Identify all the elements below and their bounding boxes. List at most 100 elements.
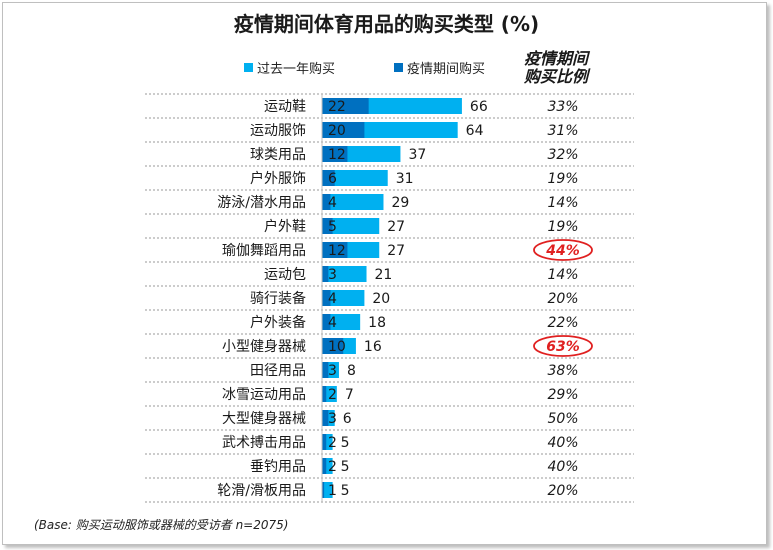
footnote: (Base: 购买运动服饰或器械的受访者 n=2075) — [34, 518, 289, 532]
value-label-pandemic: 4 — [328, 195, 337, 211]
bar-past-year — [322, 170, 388, 186]
value-label-pandemic: 10 — [328, 339, 346, 355]
bar-past-year — [322, 434, 333, 450]
legend-swatch-pandemic — [394, 63, 403, 72]
ratio-value: 22% — [547, 315, 578, 331]
value-label-past-year: 21 — [375, 267, 393, 283]
highlight-ellipse — [533, 239, 593, 261]
value-label-pandemic: 2 — [328, 387, 337, 403]
value-label-past-year: 20 — [372, 291, 390, 307]
chart-title: 疫情期间体育用品的购买类型 (%) — [233, 12, 540, 36]
ratio-value: 31% — [547, 123, 578, 139]
legend-label-pandemic: 疫情期间购买 — [407, 62, 486, 77]
category-label: 大型健身器械 — [222, 411, 306, 427]
highlight-ellipse — [533, 335, 593, 357]
value-label-pandemic: 1 — [328, 483, 337, 499]
bar-pandemic — [322, 338, 344, 354]
ratio-header-line1: 疫情期间 — [523, 49, 588, 68]
bar-past-year — [322, 290, 365, 306]
bar-pandemic — [322, 218, 333, 234]
bar-pandemic — [322, 266, 329, 282]
bar-pandemic — [322, 122, 365, 138]
ratio-header-line2: 购买比例 — [523, 67, 588, 86]
value-label-pandemic: 6 — [328, 171, 337, 187]
value-label-pandemic: 2 — [328, 459, 337, 475]
value-label-pandemic: 4 — [328, 291, 337, 307]
value-label-pandemic: 3 — [328, 363, 337, 379]
bar-pandemic — [322, 482, 325, 498]
value-label-pandemic: 22 — [328, 99, 346, 115]
legend-swatch-past-year — [244, 63, 253, 72]
bar-past-year — [322, 482, 333, 498]
bar-pandemic — [322, 314, 331, 330]
ratio-value: 19% — [547, 171, 578, 187]
ratio-value: 50% — [547, 411, 578, 427]
ratio-value: 40% — [547, 435, 578, 451]
category-label: 球类用品 — [250, 147, 306, 163]
value-label-pandemic: 3 — [328, 267, 337, 283]
bar-pandemic — [322, 98, 369, 114]
value-label-pandemic: 3 — [328, 411, 337, 427]
bar-pandemic — [322, 242, 348, 258]
bar-pandemic — [322, 410, 329, 426]
bar-pandemic — [322, 386, 327, 402]
category-label: 垂钓用品 — [250, 459, 306, 475]
ratio-value: 40% — [547, 459, 578, 475]
ratio-value: 32% — [547, 147, 578, 163]
ratio-value: 14% — [547, 195, 578, 211]
bar-pandemic — [322, 194, 331, 210]
bar-past-year — [322, 314, 361, 330]
category-label: 运动包 — [264, 267, 306, 283]
value-label-past-year: 27 — [387, 243, 405, 259]
value-label-past-year: 5 — [341, 435, 350, 451]
category-label: 运动鞋 — [264, 99, 306, 115]
category-label: 户外装备 — [250, 314, 306, 331]
bar-past-year — [322, 458, 333, 474]
value-label-past-year: 66 — [470, 99, 488, 115]
value-label-past-year: 37 — [408, 147, 426, 163]
bar-past-year — [322, 218, 380, 234]
legend-past-year: 过去一年购买 — [244, 58, 335, 77]
ratio-value: 38% — [547, 363, 578, 379]
ratio-value: 14% — [547, 267, 578, 283]
category-label: 骑行装备 — [250, 290, 306, 307]
ratio-value: 20% — [547, 483, 578, 499]
chart-frame — [2, 2, 767, 545]
value-label-past-year: 31 — [396, 171, 414, 187]
value-label-past-year: 18 — [368, 315, 386, 331]
value-label-pandemic: 2 — [328, 435, 337, 451]
category-label: 游泳/潜水用品 — [217, 195, 306, 211]
bar-past-year — [322, 194, 384, 210]
ratio-value: 33% — [547, 99, 578, 115]
value-label-pandemic: 4 — [328, 315, 337, 331]
value-label-past-year: 64 — [466, 123, 484, 139]
category-label: 武术搏击用品 — [222, 434, 306, 451]
value-label-past-year: 5 — [341, 483, 350, 499]
category-label: 田径用品 — [250, 363, 306, 379]
value-label-past-year: 7 — [345, 387, 354, 403]
ratio-header: 疫情期间 购买比例 — [510, 50, 602, 86]
category-label: 瑜伽舞蹈用品 — [222, 243, 306, 259]
value-label-past-year: 8 — [347, 363, 356, 379]
bar-pandemic — [322, 146, 348, 162]
value-label-pandemic: 12 — [328, 147, 346, 163]
category-label: 轮滑/滑板用品 — [217, 482, 306, 499]
value-label-past-year: 5 — [341, 459, 350, 475]
value-label-past-year: 6 — [343, 411, 352, 427]
bar-pandemic — [322, 458, 327, 474]
bar-pandemic — [322, 362, 329, 378]
value-label-past-year: 29 — [391, 195, 409, 211]
category-label: 小型健身器械 — [222, 339, 306, 355]
value-label-past-year: 27 — [387, 219, 405, 235]
bar-pandemic — [322, 170, 335, 186]
ratio-value: 29% — [547, 387, 578, 403]
category-label: 运动服饰 — [250, 123, 306, 139]
ratio-value: 63% — [546, 339, 580, 355]
ratio-value: 19% — [547, 219, 578, 235]
ratio-value: 20% — [547, 291, 578, 307]
bar-pandemic — [322, 434, 327, 450]
value-label-pandemic: 5 — [328, 219, 337, 235]
legend-pandemic: 疫情期间购买 — [394, 58, 485, 77]
category-label: 户外服饰 — [250, 170, 306, 187]
